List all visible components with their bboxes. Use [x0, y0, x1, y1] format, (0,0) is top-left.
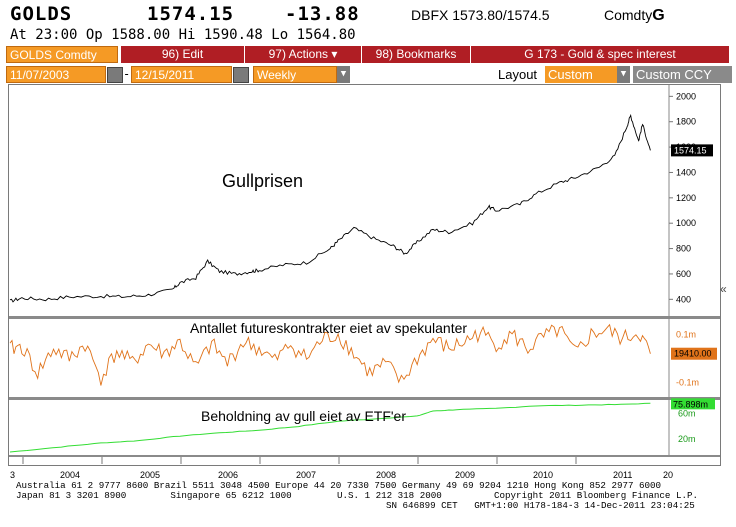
gold-price-line — [9, 113, 651, 303]
x-axis-label: 2011 — [613, 470, 633, 480]
bid-ask-quote: DBFX 1573.80/1574.5 — [411, 7, 550, 23]
x-axis-label: 2005 — [140, 470, 161, 480]
y-tick-label: -0.1m — [676, 377, 699, 387]
frequency-select[interactable]: Weekly — [253, 66, 337, 83]
last-value-label: 75.898m — [673, 399, 708, 409]
layout-select[interactable]: Custom — [545, 66, 617, 83]
panel-divider — [9, 397, 720, 400]
etf-annotation: Beholdning av gull eiet av ETF'er — [201, 408, 407, 424]
currency-select[interactable]: Custom CCY — [633, 66, 732, 83]
y-tick-label: 800 — [676, 244, 691, 254]
chart-area[interactable] — [8, 84, 721, 466]
footer-us: U.S. 1 212 318 2000 — [337, 490, 442, 501]
chevron-down-icon[interactable]: ▼ — [617, 66, 630, 83]
etf-line — [9, 402, 651, 453]
security-field[interactable]: GOLDS Comdty — [6, 46, 118, 63]
footer-contacts-2: Japan 81 3 3201 8900 Singapore 65 6212 1… — [16, 490, 292, 501]
y-tick-label: 600 — [676, 269, 691, 279]
last-price: 1574.15 — [147, 3, 235, 25]
y-tick-label: 400 — [676, 294, 691, 304]
y-tick-label: 60m — [678, 409, 696, 419]
price-change: -13.88 — [285, 3, 360, 25]
start-date-field[interactable]: 11/07/2003 — [6, 66, 106, 83]
panel-divider — [9, 455, 720, 457]
sector-name: Comdty — [604, 7, 653, 23]
x-axis-label: 2006 — [218, 470, 239, 480]
futures-annotation: Antallet futureskontrakter eiet av speku… — [190, 320, 468, 336]
quote-line: At 23:00 Op 1588.00 Hi 1590.48 Lo 1564.8… — [10, 27, 356, 43]
ticker-symbol: GOLDS — [10, 3, 73, 25]
x-axis-label: 2004 — [60, 470, 81, 480]
sector-letter: G — [652, 7, 665, 24]
last-value-label: 1574.15 — [674, 145, 707, 155]
y-tick-label: 2000 — [676, 91, 696, 101]
last-value-box — [671, 398, 715, 410]
actions-label: 97) Actions — [268, 47, 328, 61]
footer-contacts: Australia 61 2 9777 8600 Brazil 5511 304… — [16, 480, 662, 491]
futures-line — [9, 323, 651, 386]
x-axis-label: 2010 — [533, 470, 554, 480]
panel-divider — [9, 316, 720, 319]
x-axis-label: 2008 — [376, 470, 397, 480]
date-separator: - — [123, 67, 131, 81]
x-axis-label: 20 — [663, 470, 674, 480]
y-tick-label: 1800 — [676, 117, 696, 127]
x-axis-label: 2007 — [296, 470, 317, 480]
footer-copyright: Copyright 2011 Bloomberg Finance L.P. — [494, 490, 698, 501]
calendar-icon[interactable] — [233, 67, 249, 83]
x-axis-label: 2009 — [455, 470, 476, 480]
y-tick-label: 1400 — [676, 167, 696, 177]
footer-session: SN 646899 CET GMT+1:00 H178-184-3 14-Dec… — [386, 500, 695, 511]
y-tick-label: 20m — [678, 434, 696, 444]
collapse-arrow-icon[interactable]: « — [720, 282, 727, 296]
chevron-down-icon[interactable]: ▼ — [337, 66, 350, 83]
actions-button[interactable]: 97) Actions ▾ — [245, 46, 361, 63]
x-axis-label: 3 — [10, 470, 16, 480]
chevron-down-icon: ▾ — [331, 47, 338, 61]
sector-label: ComdtyG — [604, 7, 665, 25]
y-tick-label: 0.1m — [676, 330, 696, 340]
calendar-icon[interactable] — [107, 67, 123, 83]
y-tick-label: 1200 — [676, 193, 696, 203]
y-tick-label: 1000 — [676, 218, 696, 228]
last-value-box — [671, 144, 713, 157]
last-value-box — [671, 347, 717, 360]
layout-label: Layout — [498, 67, 538, 82]
last-value-label: 19410.00 — [674, 349, 712, 359]
gold-annotation: Gullprisen — [222, 171, 304, 191]
bookmarks-button[interactable]: 98) Bookmarks — [362, 46, 470, 63]
edit-button[interactable]: 96) Edit — [121, 46, 244, 63]
chart-title: G 173 - Gold & spec interest — [471, 46, 729, 63]
end-date-field[interactable]: 12/15/2011 — [131, 66, 232, 83]
